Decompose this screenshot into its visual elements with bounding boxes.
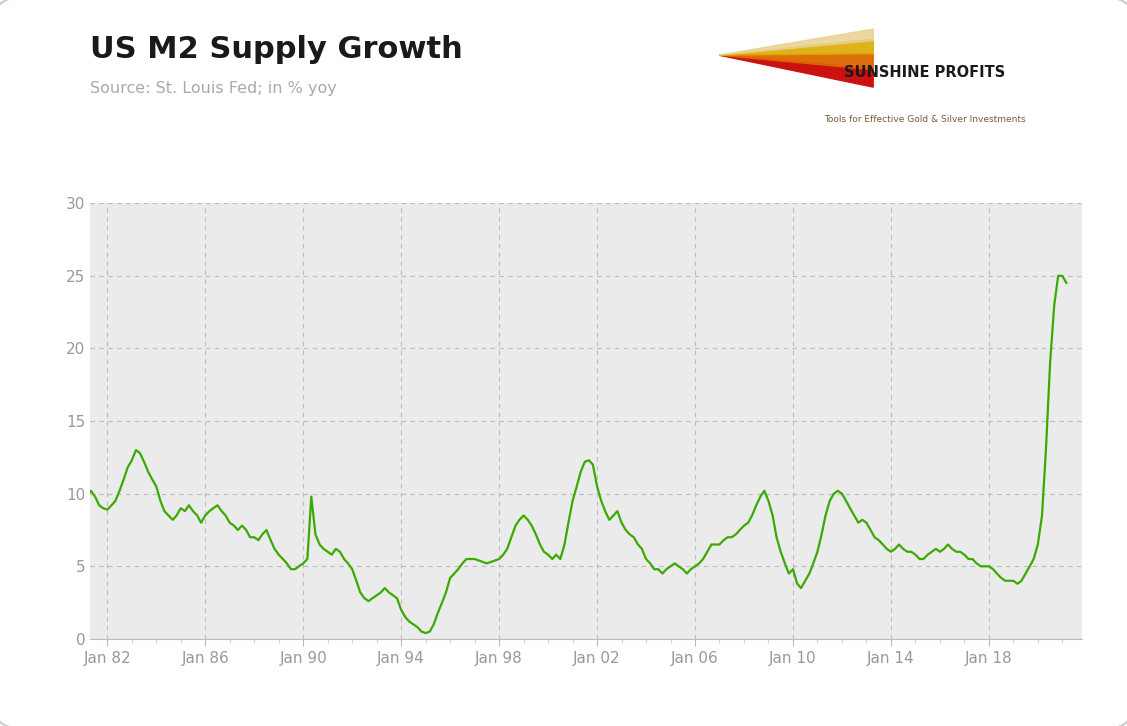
Text: Tools for Effective Gold & Silver Investments: Tools for Effective Gold & Silver Invest… (824, 115, 1026, 123)
Polygon shape (719, 29, 873, 55)
Text: Source: St. Louis Fed; in % yoy: Source: St. Louis Fed; in % yoy (90, 81, 337, 97)
Polygon shape (719, 55, 873, 87)
Polygon shape (719, 39, 873, 55)
Polygon shape (719, 54, 873, 70)
Text: SUNSHINE PROFITS: SUNSHINE PROFITS (844, 65, 1005, 80)
Text: US M2 Supply Growth: US M2 Supply Growth (90, 35, 463, 64)
